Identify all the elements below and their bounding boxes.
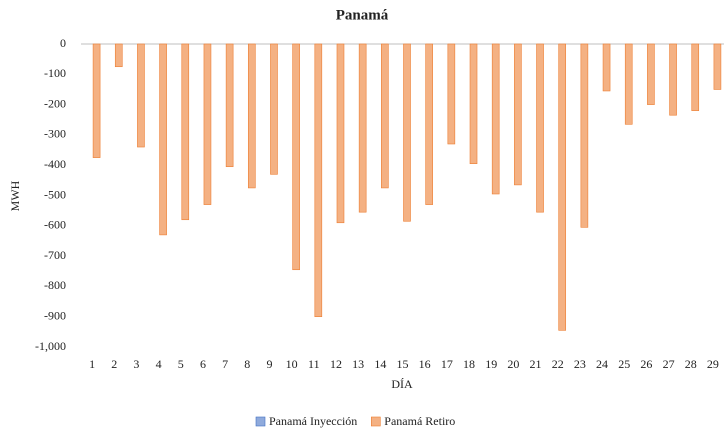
legend-swatch (255, 416, 266, 427)
bar (381, 43, 389, 189)
x-tick-label: 29 (707, 357, 719, 371)
bar (270, 43, 278, 175)
bar (691, 43, 700, 111)
y-tick-label: -200 (44, 96, 66, 110)
bar (92, 43, 101, 158)
bar (181, 43, 190, 221)
bar (425, 43, 433, 205)
legend-swatch (370, 416, 381, 427)
bar (624, 43, 633, 125)
bar (514, 43, 522, 186)
bar (536, 43, 544, 213)
y-tick-label: -800 (44, 278, 66, 292)
y-tick-label: -300 (44, 127, 66, 141)
chart-title: Panamá (336, 7, 389, 23)
x-tick-label: 18 (463, 357, 475, 371)
x-axis-label: DÍA (391, 377, 413, 391)
bar (403, 43, 411, 222)
x-tick-label: 12 (330, 357, 342, 371)
x-tick-label: 24 (596, 357, 608, 371)
y-tick-label: -500 (44, 187, 66, 201)
x-tick-label: 11 (308, 357, 320, 371)
bar (203, 43, 212, 205)
x-tick-label: 23 (574, 357, 586, 371)
bar (114, 43, 123, 68)
x-tick-label: 27 (663, 357, 675, 371)
bar (336, 43, 345, 224)
x-tick-label: 2 (111, 357, 117, 371)
x-tick-label: 20 (507, 357, 519, 371)
x-tick-label: 1 (89, 357, 95, 371)
bar (713, 43, 722, 90)
bar (292, 43, 300, 271)
bar (358, 43, 367, 213)
bar (159, 43, 167, 236)
x-tick-label: 25 (618, 357, 630, 371)
bar (447, 43, 456, 145)
y-tick-label: -100 (44, 66, 66, 80)
y-axis-label: MWH (8, 180, 22, 211)
x-tick-label: 15 (397, 357, 409, 371)
bar (247, 43, 256, 189)
bar (469, 43, 478, 164)
bar (647, 43, 655, 105)
y-tick-label: -600 (44, 218, 66, 232)
y-tick-label: -400 (44, 157, 66, 171)
bar (558, 43, 567, 331)
x-tick-label: 26 (640, 357, 652, 371)
bar (602, 43, 611, 92)
bar (314, 43, 323, 318)
legend-label: Panamá Inyección (269, 414, 357, 428)
x-tick-label: 13 (352, 357, 364, 371)
legend-label: Panamá Retiro (384, 414, 455, 428)
bar (225, 43, 234, 168)
bar (580, 43, 589, 228)
x-tick-label: 14 (374, 357, 386, 371)
y-tick-label: -900 (44, 308, 66, 322)
x-tick-label: 21 (530, 357, 542, 371)
x-tick-label: 3 (133, 357, 139, 371)
x-tick-label: 10 (286, 357, 298, 371)
x-tick-label: 4 (156, 357, 162, 371)
x-tick-label: 22 (552, 357, 564, 371)
x-tick-label: 7 (222, 357, 228, 371)
bar (137, 43, 145, 148)
x-tick-label: 16 (419, 357, 431, 371)
x-tick-label: 5 (178, 357, 184, 371)
y-tick-label: -700 (44, 248, 66, 262)
x-tick-label: 19 (485, 357, 497, 371)
x-tick-label: 9 (266, 357, 272, 371)
bar (491, 43, 500, 195)
y-tick-label: -1,000 (35, 339, 66, 353)
x-tick-label: 6 (200, 357, 206, 371)
x-tick-label: 28 (685, 357, 697, 371)
y-tick-label: 0 (60, 36, 66, 50)
bar (669, 43, 677, 116)
x-tick-label: 8 (244, 357, 250, 371)
x-tick-label: 17 (441, 357, 453, 371)
